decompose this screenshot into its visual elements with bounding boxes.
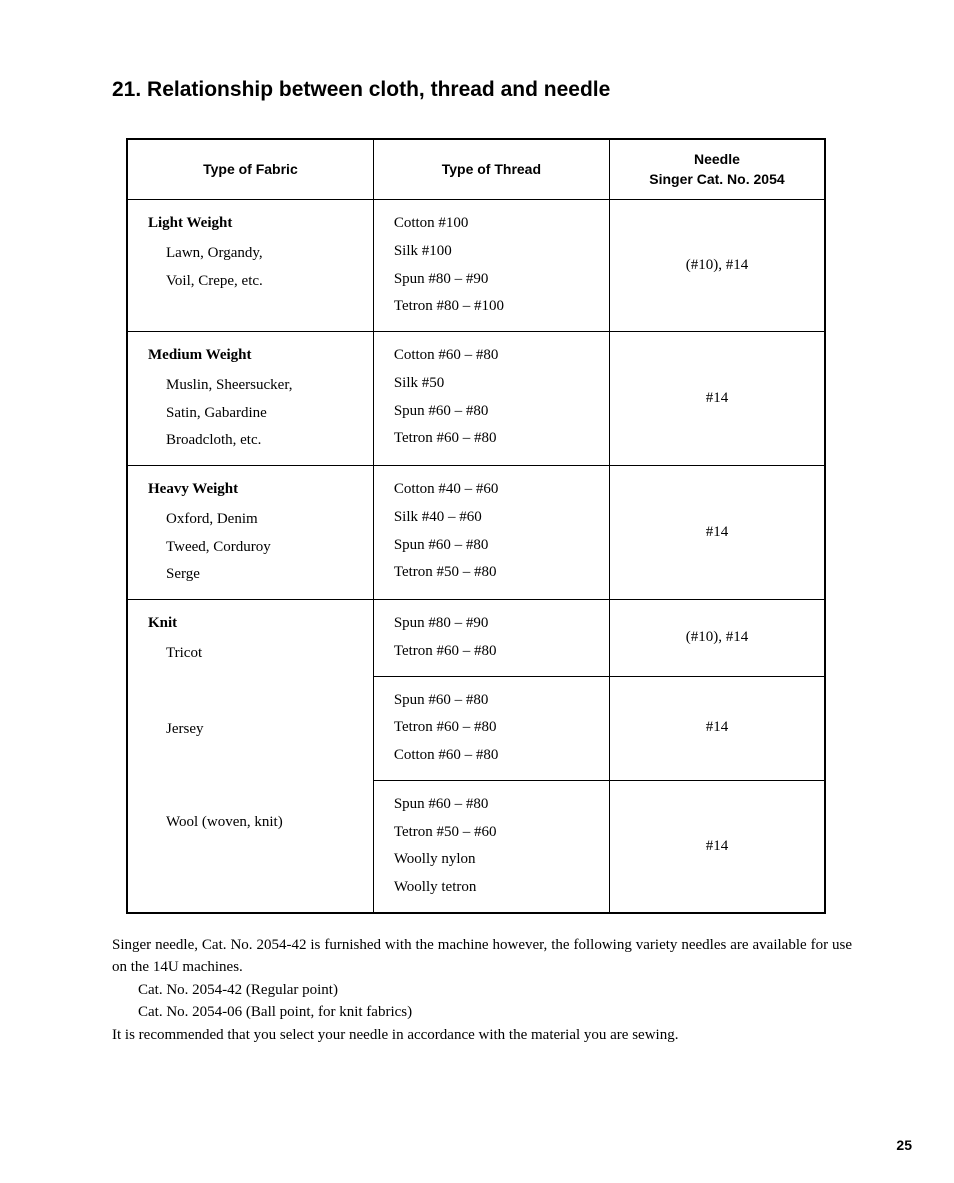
table-row: Medium Weight Muslin, Sheersucker,Satin,… bbox=[127, 332, 825, 466]
thread-list: Spun #80 – #90Tetron #60 – #80 bbox=[394, 610, 589, 666]
thread-cell: Spun #80 – #90Tetron #60 – #80 bbox=[373, 600, 609, 677]
page-number: 25 bbox=[896, 1137, 912, 1153]
footnote-paragraph: It is recommended that you select your n… bbox=[112, 1024, 852, 1047]
fabric-items: Lawn, Organdy,Voil, Crepe, etc. bbox=[148, 240, 353, 296]
needle-cell: (#10), #14 bbox=[609, 200, 825, 332]
fabric-group-title: Heavy Weight bbox=[148, 476, 353, 504]
table-row: Light Weight Lawn, Organdy,Voil, Crepe, … bbox=[127, 200, 825, 332]
fabric-items: Jersey bbox=[148, 716, 353, 744]
fabric-cell: Medium Weight Muslin, Sheersucker,Satin,… bbox=[127, 332, 373, 466]
fabric-thread-needle-table: Type of Fabric Type of Thread Needle Sin… bbox=[126, 138, 826, 914]
header-needle-line1: Needle bbox=[694, 151, 740, 167]
section-number: 21. bbox=[112, 78, 141, 101]
header-thread: Type of Thread bbox=[373, 139, 609, 200]
footnote-line: Cat. No. 2054-42 (Regular point) bbox=[112, 979, 852, 1002]
fabric-cell: Light Weight Lawn, Organdy,Voil, Crepe, … bbox=[127, 200, 373, 332]
fabric-group-title: Light Weight bbox=[148, 210, 353, 238]
thread-list: Cotton #40 – #60Silk #40 – #60Spun #60 –… bbox=[394, 476, 589, 587]
section-title-text: Relationship between cloth, thread and n… bbox=[147, 78, 610, 101]
header-needle-line2: Singer Cat. No. 2054 bbox=[649, 171, 784, 187]
thread-cell: Spun #60 – #80Tetron #60 – #80Cotton #60… bbox=[373, 676, 609, 780]
header-fabric: Type of Fabric bbox=[127, 139, 373, 200]
needle-cell: #14 bbox=[609, 676, 825, 780]
thread-cell: Cotton #60 – #80Silk #50Spun #60 – #80Te… bbox=[373, 332, 609, 466]
thread-list: Cotton #60 – #80Silk #50Spun #60 – #80Te… bbox=[394, 342, 589, 453]
thread-cell: Spun #60 – #80Tetron #50 – #60Woolly nyl… bbox=[373, 780, 609, 913]
fabric-items: Wool (woven, knit) bbox=[148, 809, 353, 837]
fabric-group-title: Knit bbox=[148, 610, 353, 638]
needle-cell: #14 bbox=[609, 466, 825, 600]
fabric-cell: Knit Tricot Jersey Wool (woven, knit) bbox=[127, 600, 373, 913]
thread-list: Spun #60 – #80Tetron #60 – #80Cotton #60… bbox=[394, 687, 589, 770]
thread-cell: Cotton #100Silk #100Spun #80 – #90Tetron… bbox=[373, 200, 609, 332]
table-row: Heavy Weight Oxford, DenimTweed, Corduro… bbox=[127, 466, 825, 600]
fabric-items: Oxford, DenimTweed, CorduroySerge bbox=[148, 506, 353, 589]
thread-list: Cotton #100Silk #100Spun #80 – #90Tetron… bbox=[394, 210, 589, 321]
fabric-items: Tricot bbox=[148, 640, 353, 668]
needle-cell: #14 bbox=[609, 780, 825, 913]
needle-cell: #14 bbox=[609, 332, 825, 466]
table-row: Knit Tricot Jersey Wool (woven, knit) Sp… bbox=[127, 600, 825, 677]
thread-list: Spun #60 – #80Tetron #50 – #60Woolly nyl… bbox=[394, 791, 589, 902]
needle-cell: (#10), #14 bbox=[609, 600, 825, 677]
footnote-line: Cat. No. 2054-06 (Ball point, for knit f… bbox=[112, 1001, 852, 1024]
fabric-items: Muslin, Sheersucker,Satin, GabardineBroa… bbox=[148, 372, 353, 455]
footnote-block: Singer needle, Cat. No. 2054-42 is furni… bbox=[112, 934, 852, 1047]
fabric-group-title: Medium Weight bbox=[148, 342, 353, 370]
footnote-paragraph: Singer needle, Cat. No. 2054-42 is furni… bbox=[112, 934, 852, 979]
thread-cell: Cotton #40 – #60Silk #40 – #60Spun #60 –… bbox=[373, 466, 609, 600]
table-header-row: Type of Fabric Type of Thread Needle Sin… bbox=[127, 139, 825, 200]
header-needle: Needle Singer Cat. No. 2054 bbox=[609, 139, 825, 200]
document-page: 21. Relationship between cloth, thread a… bbox=[0, 0, 954, 1183]
fabric-cell: Heavy Weight Oxford, DenimTweed, Corduro… bbox=[127, 466, 373, 600]
section-heading: 21. Relationship between cloth, thread a… bbox=[112, 78, 854, 102]
